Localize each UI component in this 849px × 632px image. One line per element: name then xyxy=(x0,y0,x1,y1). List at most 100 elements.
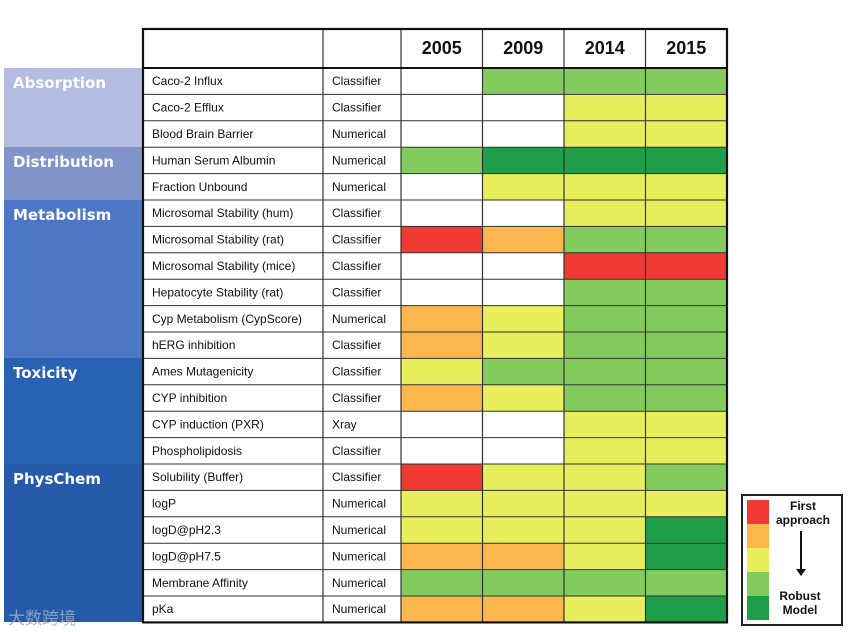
score-cell xyxy=(645,120,727,148)
score-cell xyxy=(482,464,564,491)
score-cell xyxy=(401,279,483,306)
score-cell xyxy=(401,516,483,544)
score-cell xyxy=(564,464,646,491)
legend-swatch xyxy=(747,548,769,572)
score-cell xyxy=(401,147,483,174)
row-model-type: Classifier xyxy=(332,444,381,458)
score-cell xyxy=(645,490,727,517)
row-property-name: Fraction Unbound xyxy=(152,180,247,194)
score-cell xyxy=(401,305,483,332)
score-cell xyxy=(645,147,727,174)
row-model-type: Xray xyxy=(332,417,357,431)
row-model-type: Numerical xyxy=(332,497,386,511)
score-cell xyxy=(401,464,483,491)
column-header-year: 2015 xyxy=(666,38,706,58)
score-cell xyxy=(401,411,483,438)
score-cell xyxy=(645,332,727,359)
score-cell xyxy=(401,94,483,121)
column-header-year: 2009 xyxy=(503,38,543,58)
score-cell xyxy=(645,543,727,570)
legend-top-label: First approach xyxy=(775,499,830,527)
row-property-name: logD@pH2.3 xyxy=(152,523,221,537)
row-model-type: Classifier xyxy=(332,391,381,405)
row-model-type: Numerical xyxy=(332,523,386,537)
score-cell xyxy=(564,516,646,544)
legend-swatch xyxy=(747,500,769,524)
score-cell xyxy=(401,358,483,385)
score-cell xyxy=(645,358,727,385)
score-cell xyxy=(482,147,564,174)
score-cell xyxy=(564,252,646,280)
row-model-type: Classifier xyxy=(332,233,381,247)
row-property-name: Solubility (Buffer) xyxy=(152,470,243,484)
category-label: Metabolism xyxy=(13,206,112,224)
row-model-type: Classifier xyxy=(332,338,381,352)
row-model-type: Numerical xyxy=(332,180,386,194)
score-cell xyxy=(564,279,646,306)
score-cell xyxy=(645,516,727,544)
score-cell xyxy=(482,226,564,253)
row-model-type: Classifier xyxy=(332,101,381,115)
row-property-name: Membrane Affinity xyxy=(152,576,248,590)
score-cell xyxy=(564,68,646,95)
row-property-name: Hepatocyte Stability (rat) xyxy=(152,285,283,299)
score-cell xyxy=(564,147,646,174)
score-cell xyxy=(401,569,483,596)
category-label: Toxicity xyxy=(13,364,78,383)
score-cell xyxy=(645,226,727,253)
category-band-absorption xyxy=(4,68,142,148)
score-cell xyxy=(482,384,564,412)
score-cell xyxy=(482,596,564,623)
legend-arrow xyxy=(800,531,802,571)
category-label: Distribution xyxy=(13,153,114,172)
score-cell xyxy=(401,200,483,227)
category-band-toxicity xyxy=(4,358,142,464)
row-model-type: Classifier xyxy=(332,259,381,273)
score-cell xyxy=(482,543,564,570)
row-property-name: Blood Brain Barrier xyxy=(152,127,253,141)
score-cell xyxy=(401,68,483,95)
score-cell xyxy=(482,305,564,332)
score-cell xyxy=(645,279,727,306)
row-model-type: Numerical xyxy=(332,127,386,141)
score-cell xyxy=(482,569,564,596)
table-border xyxy=(141,27,729,624)
row-property-name: CYP inhibition xyxy=(152,391,227,405)
score-cell xyxy=(645,252,727,280)
score-cell xyxy=(482,120,564,148)
row-model-type: Numerical xyxy=(332,312,386,326)
row-property-name: Microsomal Stability (hum) xyxy=(152,206,293,220)
score-cell xyxy=(482,411,564,438)
column-header-year: 2014 xyxy=(585,38,625,58)
score-cell xyxy=(401,437,483,464)
score-cell xyxy=(564,173,646,200)
column-header-year: 2005 xyxy=(422,38,462,58)
score-cell xyxy=(564,543,646,570)
score-cell xyxy=(645,384,727,412)
score-cell xyxy=(645,464,727,491)
row-property-name: CYP induction (PXR) xyxy=(152,417,264,431)
score-cell xyxy=(401,173,483,200)
score-cell xyxy=(401,120,483,148)
score-cell xyxy=(564,384,646,412)
row-model-type: Numerical xyxy=(332,576,386,590)
score-cell xyxy=(482,200,564,227)
legend-arrowhead-icon xyxy=(796,569,806,576)
row-property-name: Human Serum Albumin xyxy=(152,153,275,167)
legend-swatch xyxy=(747,524,769,548)
score-cell xyxy=(564,200,646,227)
row-property-name: pKa xyxy=(152,602,174,616)
row-property-name: Phospholipidosis xyxy=(152,444,242,458)
score-cell xyxy=(645,200,727,227)
score-cell xyxy=(645,173,727,200)
score-cell xyxy=(401,252,483,280)
row-property-name: logP xyxy=(152,497,176,511)
score-cell xyxy=(564,437,646,464)
score-cell xyxy=(482,252,564,280)
legend-bottom-label: Robust Model xyxy=(779,589,821,617)
row-property-name: Caco-2 Influx xyxy=(152,74,223,88)
category-label: Absorption xyxy=(13,74,107,92)
score-cell xyxy=(645,569,727,596)
row-model-type: Classifier xyxy=(332,470,381,484)
